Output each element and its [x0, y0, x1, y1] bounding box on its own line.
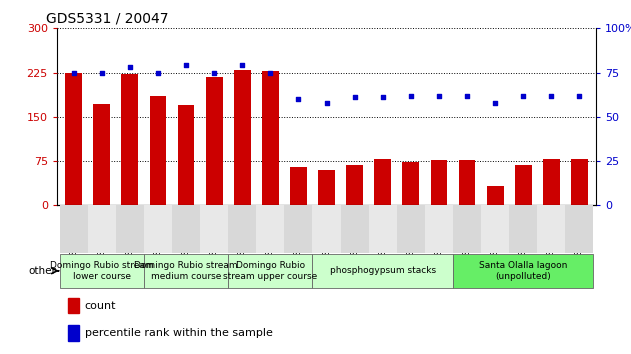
Bar	[341, 205, 369, 253]
Bar	[369, 205, 397, 253]
Point	[322, 100, 332, 105]
Point	[293, 96, 304, 102]
Bar	[565, 205, 594, 253]
Bar	[68, 325, 80, 341]
Bar	[285, 205, 312, 253]
Bar	[256, 205, 285, 253]
Bar	[374, 159, 391, 205]
Point	[518, 93, 528, 98]
Bar	[206, 77, 223, 205]
Bar	[144, 205, 172, 253]
Bar	[234, 70, 251, 205]
Bar	[312, 254, 453, 288]
Text: Domingo Rubio stream
lower course: Domingo Rubio stream lower course	[50, 261, 153, 280]
Text: Santa Olalla lagoon
(unpolluted): Santa Olalla lagoon (unpolluted)	[479, 261, 567, 280]
Point	[350, 95, 360, 100]
Bar	[403, 162, 419, 205]
Bar	[228, 254, 312, 288]
Point	[265, 70, 275, 75]
Point	[125, 64, 135, 70]
Bar	[509, 205, 537, 253]
Point	[153, 70, 163, 75]
Bar	[515, 165, 532, 205]
Bar	[93, 104, 110, 205]
Bar	[177, 105, 194, 205]
Bar	[150, 96, 167, 205]
Bar	[116, 205, 144, 253]
Bar	[397, 205, 425, 253]
Point	[406, 93, 416, 98]
Text: phosphogypsum stacks: phosphogypsum stacks	[329, 266, 436, 275]
Bar	[571, 159, 588, 205]
Text: Domingo Rubio
stream upper course: Domingo Rubio stream upper course	[223, 261, 317, 280]
Bar	[68, 298, 80, 313]
Point	[97, 70, 107, 75]
Text: other: other	[28, 266, 56, 276]
Bar	[172, 205, 200, 253]
Bar	[459, 160, 476, 205]
Text: count: count	[85, 301, 116, 310]
Bar	[453, 205, 481, 253]
Bar	[487, 187, 504, 205]
Bar	[481, 205, 509, 253]
Bar	[318, 170, 335, 205]
Bar	[312, 205, 341, 253]
Bar	[144, 254, 228, 288]
Bar	[65, 73, 82, 205]
Bar	[59, 254, 144, 288]
Bar	[430, 160, 447, 205]
Point	[69, 70, 79, 75]
Bar	[537, 205, 565, 253]
Bar	[88, 205, 116, 253]
Bar	[425, 205, 453, 253]
Point	[574, 93, 584, 98]
Text: GDS5331 / 20047: GDS5331 / 20047	[46, 12, 168, 26]
Point	[490, 100, 500, 105]
Bar	[290, 167, 307, 205]
Bar	[59, 205, 88, 253]
Bar	[346, 165, 363, 205]
Point	[237, 63, 247, 68]
Bar	[200, 205, 228, 253]
Text: percentile rank within the sample: percentile rank within the sample	[85, 328, 273, 338]
Text: Domingo Rubio stream
medium course: Domingo Rubio stream medium course	[134, 261, 238, 280]
Point	[434, 93, 444, 98]
Point	[181, 63, 191, 68]
Point	[546, 93, 557, 98]
Point	[462, 93, 472, 98]
Bar	[262, 71, 279, 205]
Bar	[543, 159, 560, 205]
Point	[378, 95, 388, 100]
Bar	[453, 254, 594, 288]
Bar	[121, 74, 138, 205]
Bar	[228, 205, 256, 253]
Point	[209, 70, 219, 75]
